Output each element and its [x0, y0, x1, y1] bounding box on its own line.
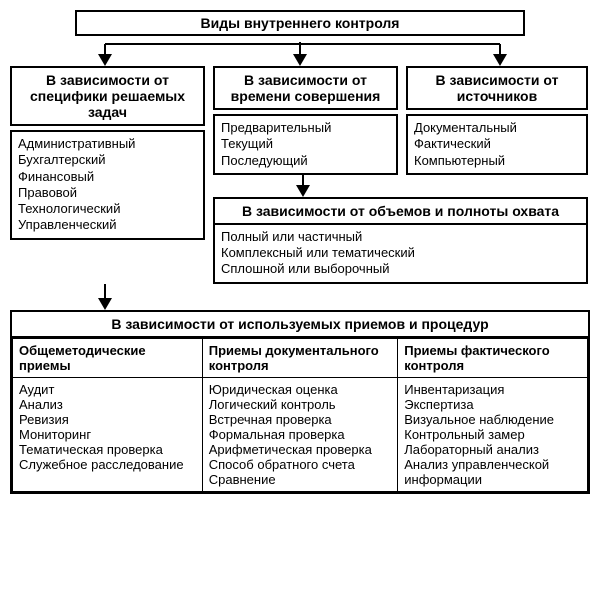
list-item: Анализ управленческой информации	[404, 457, 581, 487]
top-row: В зависимости от специфики решаемых зада…	[10, 66, 590, 284]
bottom-table: Общеметодические приемы Приемы документа…	[12, 338, 588, 492]
top-col-2: В зависимости от времени совершения Пред…	[213, 66, 398, 175]
bottom-box: В зависимости от используемых приемов и …	[10, 310, 590, 494]
top-col2-header: В зависимости от времени совершения	[213, 66, 398, 110]
list-item: Встречная проверка	[209, 412, 392, 427]
top-col-right: В зависимости от времени совершения Пред…	[213, 66, 588, 284]
list-item: Инвентаризация	[404, 382, 581, 397]
list-item: Лабораторный анализ	[404, 442, 581, 457]
bottom-box-header: В зависимости от используемых приемов и …	[12, 312, 588, 338]
list-item: Предварительный	[221, 120, 390, 136]
top-col-3: В зависимости от источников Документальн…	[406, 66, 588, 175]
list-item: Логический контроль	[209, 397, 392, 412]
list-item: Сравнение	[209, 472, 392, 487]
list-item: Правовой	[18, 185, 197, 201]
bottom-col2-title: Приемы документального контроля	[202, 338, 398, 377]
list-item: Служебное расследование	[19, 457, 196, 472]
list-item: Способ обратного счета	[209, 457, 392, 472]
list-item: Тематическая проверка	[19, 442, 196, 457]
top-col1-header: В зависимости от специфики решаемых зада…	[10, 66, 205, 126]
middle-box-body: Полный или частичный Комплексный или тем…	[215, 225, 586, 282]
top-col3-body: Документальный Фактический Компьютерный	[406, 114, 588, 175]
list-item: Управленческий	[18, 217, 197, 233]
list-item: Анализ	[19, 397, 196, 412]
middle-box-header: В зависимости от объемов и полноты охват…	[215, 199, 586, 225]
top-col2-body: Предварительный Текущий Последующий	[213, 114, 398, 175]
top-col3-header: В зависимости от источников	[406, 66, 588, 110]
bottom-col3-body: Инвентаризация Экспертиза Визуальное наб…	[398, 377, 588, 491]
middle-box: В зависимости от объемов и полноты охват…	[213, 197, 588, 284]
top-col1-body: Административный Бухгалтерский Финансовы…	[10, 130, 205, 240]
connector-middle	[213, 175, 588, 197]
list-item: Финансовый	[18, 169, 197, 185]
list-item: Формальная проверка	[209, 427, 392, 442]
connector-bottom	[10, 284, 590, 310]
list-item: Технологический	[18, 201, 197, 217]
list-item: Полный или частичный	[221, 229, 580, 245]
main-title: Виды внутреннего контроля	[75, 10, 525, 36]
list-item: Комплексный или тематический	[221, 245, 580, 261]
top-col-1: В зависимости от специфики решаемых зада…	[10, 66, 205, 284]
list-item: Фактический	[414, 136, 580, 152]
list-item: Сплошной или выборочный	[221, 261, 580, 277]
list-item: Арифметическая проверка	[209, 442, 392, 457]
list-item: Мониторинг	[19, 427, 196, 442]
list-item: Административный	[18, 136, 197, 152]
list-item: Юридическая оценка	[209, 382, 392, 397]
list-item: Визуальное наблюдение	[404, 412, 581, 427]
bottom-col3-title: Приемы фактического контроля	[398, 338, 588, 377]
list-item: Контрольный замер	[404, 427, 581, 442]
bottom-col1-body: Аудит Анализ Ревизия Мониторинг Тематиче…	[13, 377, 203, 491]
list-item: Ревизия	[19, 412, 196, 427]
bottom-col2-body: Юридическая оценка Логический контроль В…	[202, 377, 398, 491]
list-item: Компьютерный	[414, 153, 580, 169]
list-item: Последующий	[221, 153, 390, 169]
bottom-col1-title: Общеметодические приемы	[13, 338, 203, 377]
list-item: Экспертиза	[404, 397, 581, 412]
list-item: Бухгалтерский	[18, 152, 197, 168]
list-item: Документальный	[414, 120, 580, 136]
list-item: Аудит	[19, 382, 196, 397]
list-item: Текущий	[221, 136, 390, 152]
connector-top	[10, 42, 590, 66]
